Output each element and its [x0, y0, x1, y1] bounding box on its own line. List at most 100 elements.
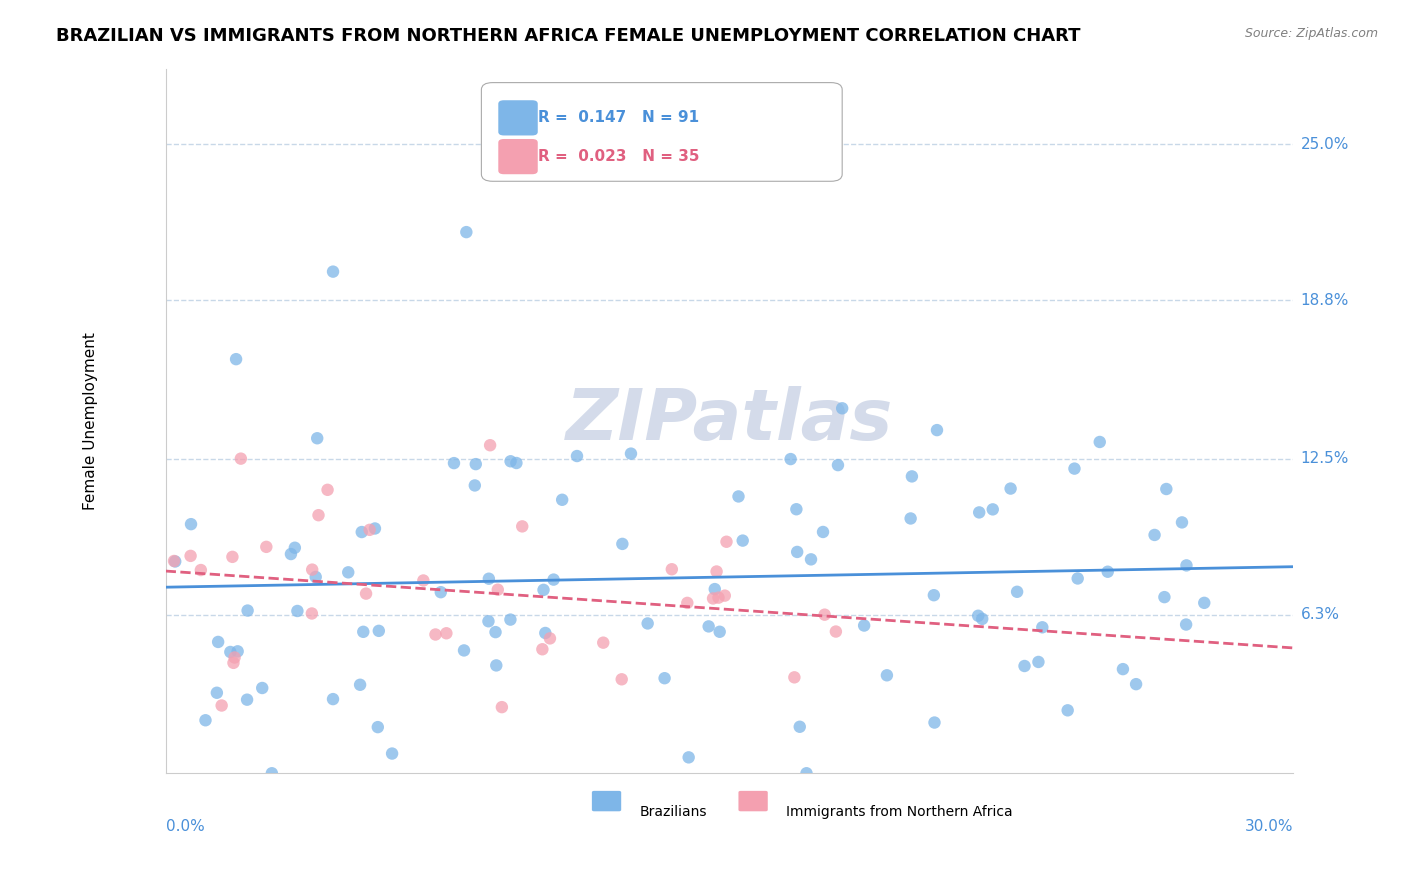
- Point: [478, 572, 501, 586]
- Point: [703, 582, 725, 596]
- Point: [1066, 572, 1088, 586]
- Point: [1005, 584, 1028, 599]
- Text: 25.0%: 25.0%: [1301, 136, 1350, 152]
- Point: [827, 458, 849, 472]
- Point: [453, 643, 475, 657]
- Point: [533, 582, 555, 597]
- Point: [610, 673, 633, 687]
- Point: [486, 582, 509, 597]
- Point: [236, 692, 259, 706]
- FancyBboxPatch shape: [738, 791, 768, 812]
- FancyBboxPatch shape: [481, 83, 842, 181]
- Point: [354, 586, 377, 600]
- Point: [190, 563, 212, 577]
- Point: [1063, 461, 1085, 475]
- Point: [825, 624, 848, 639]
- Point: [477, 614, 499, 628]
- Point: [713, 589, 735, 603]
- Point: [534, 626, 557, 640]
- FancyBboxPatch shape: [592, 791, 621, 812]
- Point: [716, 534, 738, 549]
- Point: [1097, 565, 1119, 579]
- Point: [702, 591, 724, 606]
- Point: [924, 715, 946, 730]
- Point: [538, 632, 561, 646]
- Point: [1028, 655, 1050, 669]
- Text: 30.0%: 30.0%: [1244, 819, 1294, 833]
- Point: [811, 524, 834, 539]
- Point: [305, 570, 328, 584]
- Point: [484, 625, 506, 640]
- Point: [543, 573, 565, 587]
- Point: [194, 713, 217, 727]
- Point: [260, 766, 283, 780]
- Point: [229, 451, 252, 466]
- Point: [654, 671, 676, 685]
- Point: [316, 483, 339, 497]
- Point: [786, 545, 808, 559]
- Point: [981, 502, 1004, 516]
- Point: [430, 585, 453, 599]
- Point: [1088, 434, 1111, 449]
- Point: [1156, 482, 1178, 496]
- Point: [499, 613, 522, 627]
- Point: [222, 656, 245, 670]
- Point: [697, 619, 720, 633]
- Text: 0.0%: 0.0%: [166, 819, 204, 833]
- Text: Source: ZipAtlas.com: Source: ZipAtlas.com: [1244, 27, 1378, 40]
- Point: [967, 505, 990, 519]
- Text: Brazilians: Brazilians: [640, 805, 707, 819]
- Point: [207, 635, 229, 649]
- Point: [434, 626, 457, 640]
- Point: [1125, 677, 1147, 691]
- Point: [531, 642, 554, 657]
- Point: [1175, 558, 1198, 573]
- Point: [676, 596, 699, 610]
- Point: [637, 616, 659, 631]
- Point: [922, 588, 945, 602]
- Text: Female Unemployment: Female Unemployment: [83, 332, 98, 510]
- Point: [464, 478, 486, 492]
- Text: BRAZILIAN VS IMMIGRANTS FROM NORTHERN AFRICA FEMALE UNEMPLOYMENT CORRELATION CHA: BRAZILIAN VS IMMIGRANTS FROM NORTHERN AF…: [56, 27, 1081, 45]
- Point: [901, 469, 924, 483]
- Point: [925, 423, 948, 437]
- Point: [1175, 617, 1198, 632]
- FancyBboxPatch shape: [498, 100, 537, 136]
- Point: [219, 645, 242, 659]
- Text: R =  0.023   N = 35: R = 0.023 N = 35: [537, 149, 699, 164]
- Point: [284, 541, 307, 555]
- Text: 6.3%: 6.3%: [1301, 607, 1340, 623]
- Point: [967, 608, 990, 623]
- Point: [707, 591, 730, 605]
- Point: [165, 554, 187, 568]
- Point: [308, 508, 330, 523]
- Point: [505, 456, 527, 470]
- Point: [350, 524, 373, 539]
- Point: [592, 635, 614, 649]
- Text: R =  0.147   N = 91: R = 0.147 N = 91: [537, 111, 699, 126]
- Point: [706, 565, 728, 579]
- Point: [443, 456, 465, 470]
- Point: [1171, 516, 1194, 530]
- Point: [1000, 482, 1022, 496]
- Point: [367, 720, 389, 734]
- Point: [301, 563, 323, 577]
- Point: [412, 574, 434, 588]
- Point: [367, 624, 389, 638]
- Point: [479, 438, 502, 452]
- Point: [205, 686, 228, 700]
- Point: [900, 511, 922, 525]
- Point: [307, 431, 329, 445]
- Point: [796, 766, 818, 780]
- Point: [352, 624, 374, 639]
- Point: [491, 700, 513, 714]
- Point: [727, 490, 749, 504]
- Point: [783, 670, 806, 684]
- Point: [510, 519, 533, 533]
- Point: [1014, 659, 1036, 673]
- Point: [225, 352, 247, 367]
- Point: [163, 554, 186, 568]
- Point: [301, 607, 323, 621]
- Point: [678, 750, 700, 764]
- Point: [612, 537, 634, 551]
